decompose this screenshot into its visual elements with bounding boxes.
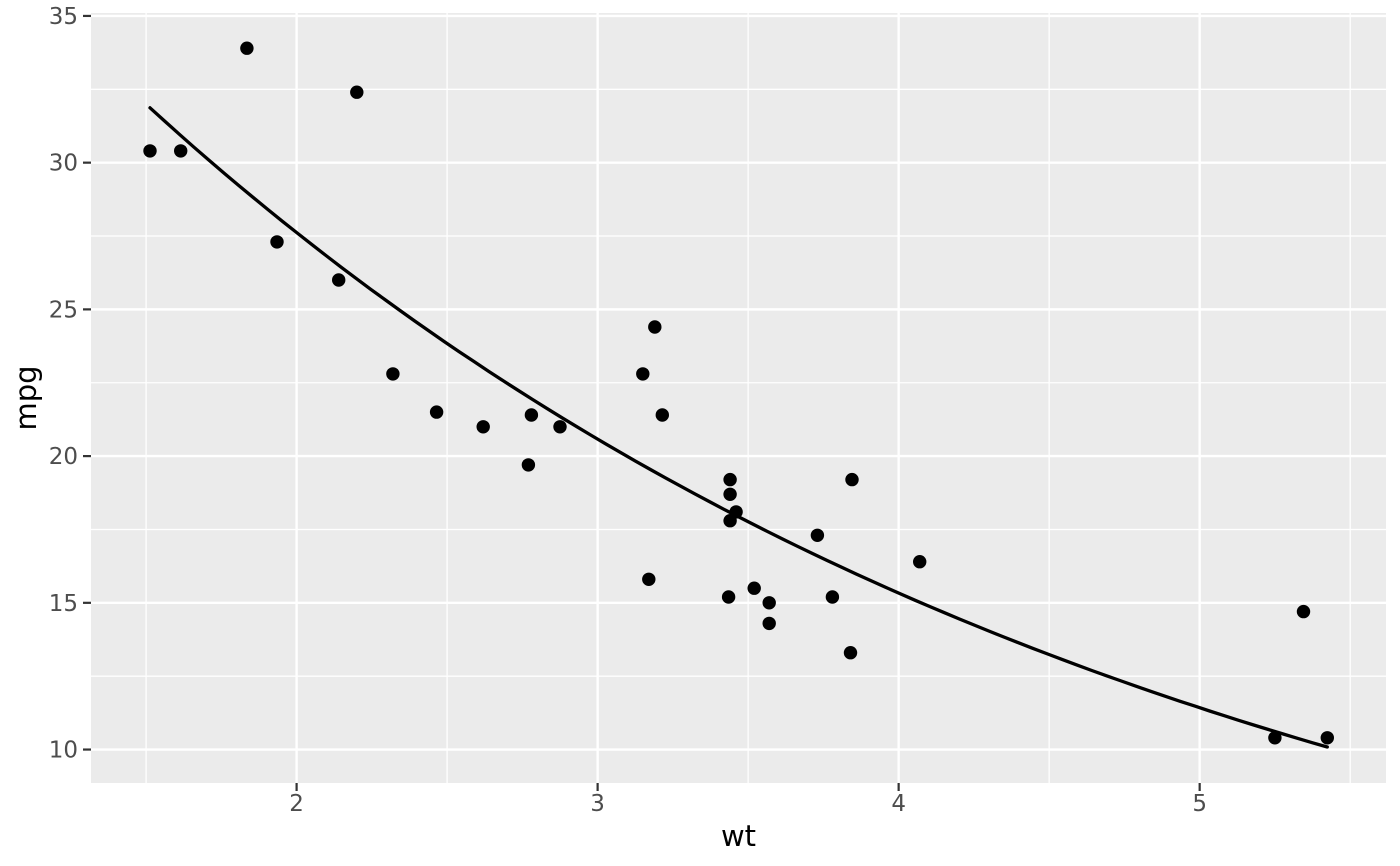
x-axis-title: wt (721, 819, 756, 853)
y-tick-label: 30 (49, 151, 78, 177)
data-point (721, 590, 736, 604)
data-point (655, 408, 669, 422)
chart-root: 2 3 4 5 10 15 20 25 30 35 (49, 4, 1386, 817)
data-point (642, 572, 656, 586)
data-point (174, 144, 188, 158)
data-point (810, 528, 825, 542)
data-point (648, 320, 662, 334)
data-point (143, 144, 157, 158)
y-tick-label: 20 (49, 444, 78, 470)
data-point (386, 367, 400, 381)
x-tick-label: 4 (891, 791, 906, 817)
data-point (825, 590, 840, 604)
data-point (240, 41, 254, 55)
plot-panel (91, 13, 1386, 783)
data-point (723, 514, 737, 528)
data-point (723, 472, 737, 487)
data-point (524, 408, 539, 422)
data-point (762, 596, 776, 610)
data-point (553, 420, 567, 434)
data-point (270, 235, 284, 249)
x-tick-label: 2 (289, 791, 304, 817)
data-point (636, 367, 650, 381)
y-axis-title: mpg (9, 365, 43, 430)
data-point (747, 581, 761, 595)
data-point (350, 85, 364, 99)
data-point (1296, 604, 1311, 619)
data-point (521, 458, 536, 472)
y-tick-label: 35 (49, 4, 78, 30)
data-point (332, 273, 346, 287)
x-tick-label: 5 (1192, 791, 1207, 817)
data-point (843, 646, 858, 660)
data-point (723, 487, 737, 501)
data-point (1268, 731, 1282, 745)
y-tick-label: 15 (49, 591, 78, 617)
data-point (845, 472, 859, 487)
y-tick-label: 10 (49, 738, 78, 764)
data-point (429, 405, 444, 419)
data-point (1320, 731, 1335, 745)
data-point (476, 420, 490, 434)
y-tick-label: 25 (49, 297, 78, 323)
data-point (762, 616, 776, 631)
x-tick-label: 3 (590, 791, 605, 817)
data-point (913, 555, 927, 569)
